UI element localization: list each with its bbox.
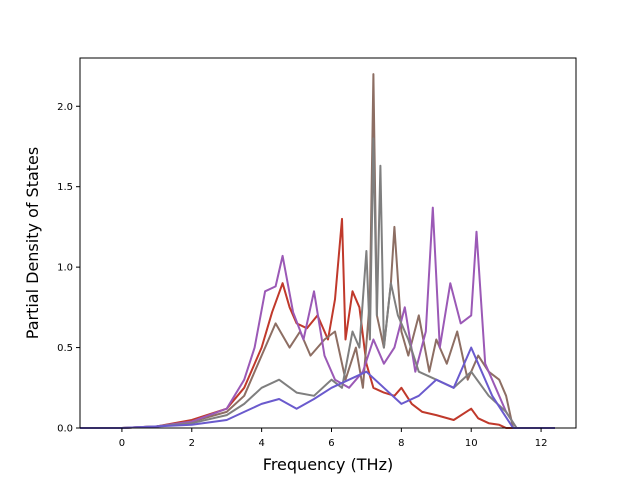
plot-frame xyxy=(79,57,577,429)
x-tick-label: 8 xyxy=(398,438,404,449)
y-tick-label: 1.0 xyxy=(57,263,73,274)
y-axis-ticks: 0.0 0.5 1.0 1.5 2.0 xyxy=(57,102,80,435)
y-tick-label: 0.5 xyxy=(57,343,73,354)
series-line-4 xyxy=(80,137,555,429)
x-tick-label: 4 xyxy=(258,438,264,449)
x-tick-label: 0 xyxy=(119,438,125,449)
series-lines xyxy=(80,73,555,429)
x-tick-label: 2 xyxy=(189,438,195,449)
x-axis-ticks: 0 2 4 6 8 10 12 xyxy=(119,428,548,449)
y-axis-label: Partial Density of States xyxy=(23,147,42,339)
x-axis-label: Frequency (THz) xyxy=(263,455,393,474)
x-tick-label: 10 xyxy=(465,438,478,449)
y-tick-label: 2.0 xyxy=(57,102,73,113)
y-tick-label: 1.5 xyxy=(57,182,73,193)
x-tick-label: 12 xyxy=(535,438,548,449)
x-tick-label: 6 xyxy=(328,438,334,449)
y-tick-label: 0.0 xyxy=(57,424,73,435)
series-line-5 xyxy=(80,346,555,429)
series-line-1 xyxy=(80,217,555,429)
series-line-3 xyxy=(80,206,555,429)
